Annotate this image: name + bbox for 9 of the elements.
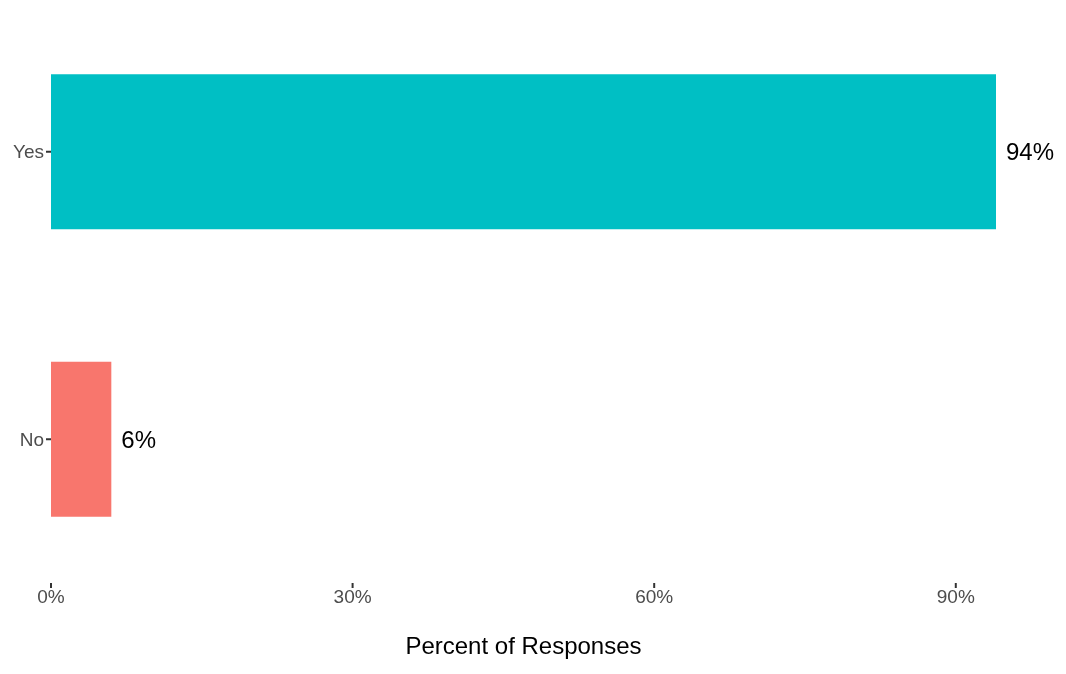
data-label: 94% (1006, 138, 1055, 166)
y-tick-label: No (19, 428, 44, 450)
x-tick-label: 30% (333, 586, 372, 608)
x-tick-label: 90% (936, 586, 975, 608)
x-tick-label: 60% (635, 586, 674, 608)
x-tick-label: 0% (37, 586, 65, 608)
data-label: 6% (121, 425, 157, 453)
x-axis-title: Percent of Responses (405, 632, 642, 659)
y-tick-label: Yes (13, 141, 44, 163)
